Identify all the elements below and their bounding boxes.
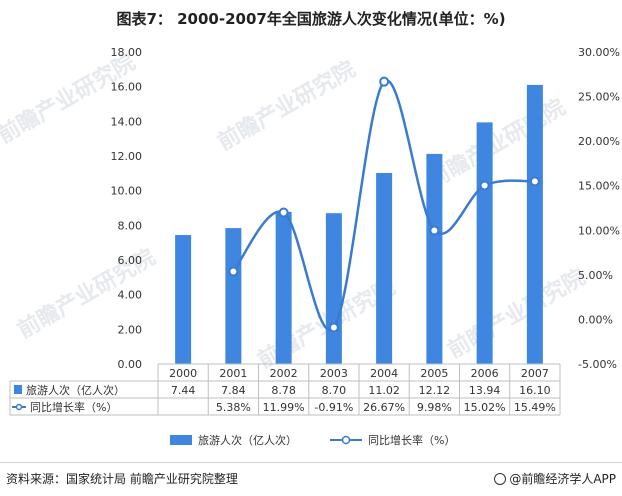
table-cell: 15.49% — [514, 401, 556, 414]
y-right-tick-label: 0.00% — [578, 313, 613, 326]
table-cell: 8.70 — [322, 384, 347, 397]
y-right-tick-label: 25.00% — [578, 91, 620, 104]
x-tick-label: 2001 — [219, 367, 247, 380]
growth-point — [479, 180, 490, 191]
y-right-tick-label: 30.00% — [578, 46, 620, 59]
table-cell: 13.94 — [469, 384, 501, 397]
y-left-tick-label: 4.00 — [118, 289, 143, 302]
table-cell: 16.10 — [519, 384, 551, 397]
y-left-tick-label: 8.00 — [118, 219, 143, 232]
watermark-text: 前瞻产业研究院 — [0, 49, 140, 149]
table-cell: 7.84 — [221, 384, 246, 397]
bar — [376, 172, 393, 364]
y-left-tick-label: 10.00 — [111, 185, 143, 198]
table-cell: -0.91% — [314, 401, 353, 414]
x-tick-label: 2003 — [320, 367, 348, 380]
bar — [526, 84, 543, 364]
growth-point — [429, 225, 440, 236]
bar — [175, 235, 192, 364]
brand-text: @前瞻经济学人APP — [509, 472, 616, 486]
growth-point — [379, 76, 390, 87]
y-right-tick-label: 20.00% — [578, 135, 620, 148]
brand-credit: @前瞻经济学人APP — [494, 470, 616, 487]
table-cell: 7.44 — [171, 384, 196, 397]
x-tick-label: 2002 — [270, 367, 298, 380]
y-right-tick-label: -5.00% — [578, 358, 617, 371]
legend-key-bar — [170, 435, 192, 445]
y-right-tick-label: 15.00% — [578, 180, 620, 193]
y-left-tick-label: 12.00 — [111, 150, 143, 163]
source-note: 资料来源：国家统计局 前瞻产业研究院整理 — [6, 472, 238, 486]
growth-point — [529, 176, 540, 187]
table-row-label: 旅游人次（亿人次） — [26, 383, 125, 397]
watermark-text: 前瞻产业研究院 — [443, 264, 589, 364]
y-left-tick-label: 14.00 — [111, 115, 143, 128]
brand-logo-icon — [494, 473, 507, 485]
legend-label: 旅游人次（亿人次） — [198, 433, 297, 447]
growth-point — [228, 266, 239, 277]
x-tick-label: 2004 — [370, 367, 398, 380]
bar — [426, 153, 443, 364]
bar — [325, 213, 342, 364]
legend-label: 同比增长率（%） — [368, 433, 455, 447]
y-right-tick-label: 5.00% — [578, 269, 613, 282]
legend-key-point — [341, 435, 351, 445]
x-tick-label: 2005 — [420, 367, 448, 380]
table-cell: 26.67% — [363, 401, 405, 414]
footer-divider — [0, 462, 622, 463]
growth-line — [232, 79, 535, 332]
watermark-text: 前瞻产业研究院 — [213, 56, 359, 156]
y-left-tick-label: 6.00 — [118, 254, 143, 267]
bar — [275, 211, 292, 364]
table-cell: 15.02% — [464, 401, 506, 414]
table-legend-key-point — [15, 403, 23, 411]
table-cell: 11.02 — [368, 384, 400, 397]
table-cell: 9.98% — [417, 401, 452, 414]
table-cell: 8.78 — [271, 384, 296, 397]
y-left-tick-label: 2.00 — [118, 323, 143, 336]
table-cell: 5.38% — [216, 401, 251, 414]
growth-point — [328, 322, 339, 333]
growth-point — [278, 207, 289, 218]
y-right-tick-label: 10.00% — [578, 224, 620, 237]
table-cell: 11.99% — [263, 401, 305, 414]
x-tick-label: 2007 — [521, 367, 549, 380]
x-tick-label: 2006 — [471, 367, 499, 380]
y-left-tick-label: 0.00 — [118, 358, 143, 371]
bar — [225, 228, 242, 364]
y-left-tick-label: 16.00 — [111, 81, 143, 94]
bar — [476, 122, 493, 364]
x-tick-label: 2000 — [169, 367, 197, 380]
table-row-label: 同比增长率（%） — [30, 400, 117, 414]
table-legend-key-bar — [14, 385, 22, 394]
y-left-tick-label: 18.00 — [111, 46, 143, 59]
chart-title: 图表7： 2000-2007年全国旅游人次变化情况(单位：%) — [116, 10, 506, 28]
table-cell: 12.12 — [419, 384, 451, 397]
watermark-text: 前瞻产业研究院 — [423, 94, 569, 194]
